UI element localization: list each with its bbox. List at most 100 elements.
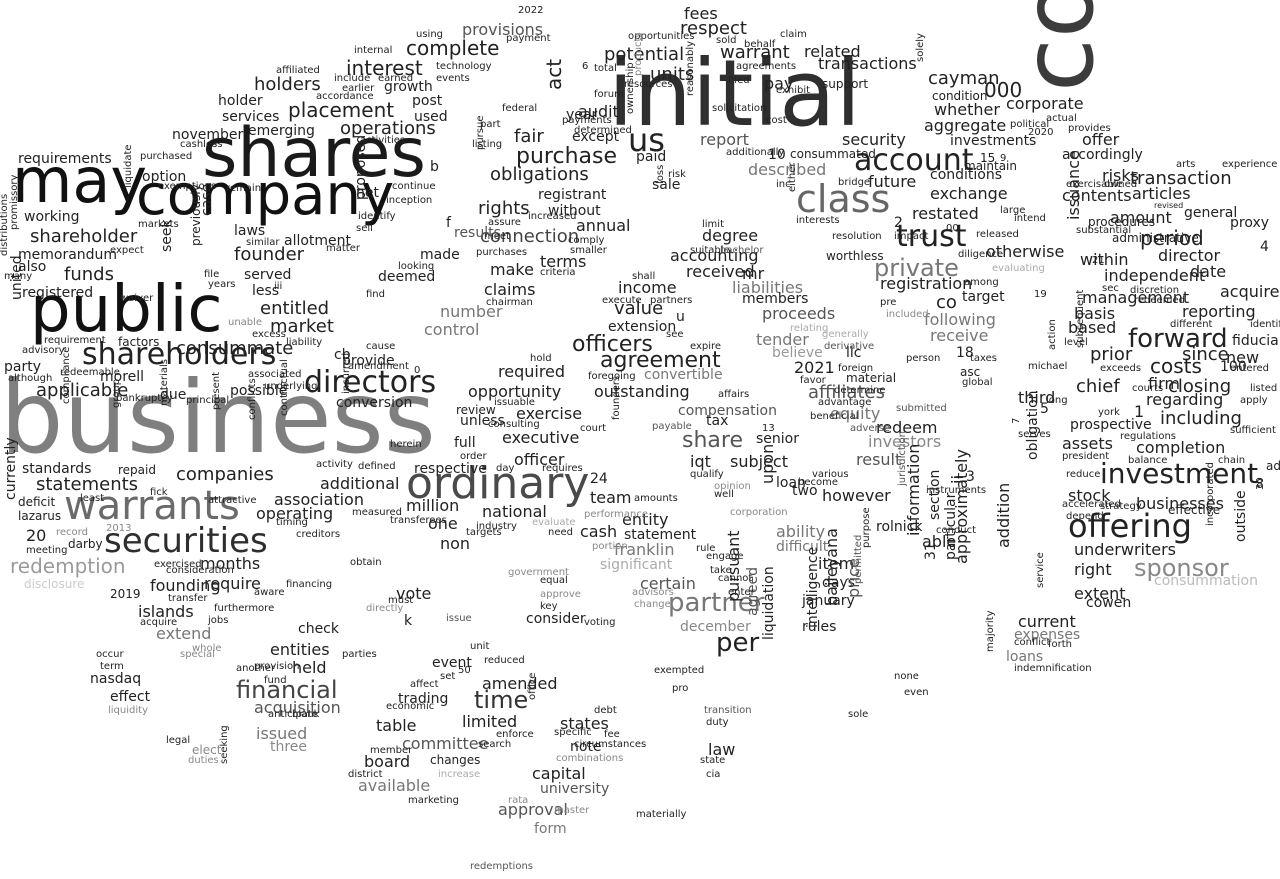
cloud-word: large bbox=[1000, 205, 1026, 216]
cloud-word: markets bbox=[138, 219, 179, 230]
cloud-word: respect bbox=[680, 18, 747, 39]
cloud-word: opinion bbox=[714, 481, 751, 492]
cloud-word: trust bbox=[896, 219, 967, 254]
cloud-word: government bbox=[508, 567, 569, 578]
cloud-word: redemption bbox=[10, 554, 126, 578]
cloud-word: entered bbox=[1230, 363, 1269, 374]
cloud-word: ability bbox=[776, 522, 826, 541]
cloud-word: fick bbox=[150, 487, 168, 498]
cloud-word: affiliated bbox=[276, 65, 320, 76]
cloud-word: sale bbox=[652, 177, 681, 193]
cloud-word: based bbox=[1068, 318, 1117, 337]
cloud-word: principal bbox=[186, 395, 230, 406]
cloud-word: increase bbox=[438, 769, 481, 780]
cloud-word: tender bbox=[756, 330, 809, 349]
cloud-word: senior bbox=[756, 431, 799, 447]
cloud-word: k bbox=[404, 613, 413, 629]
cloud-word: loan bbox=[776, 475, 806, 491]
cloud-word: evaluating bbox=[992, 263, 1045, 274]
cloud-word: held bbox=[292, 658, 327, 677]
cloud-word: closing bbox=[1168, 376, 1232, 397]
cloud-word: comply bbox=[568, 235, 605, 246]
cloud-word: corporate bbox=[1006, 94, 1084, 113]
cloud-word: claims bbox=[484, 280, 536, 299]
cloud-word: become bbox=[798, 477, 839, 488]
cloud-word: item bbox=[818, 554, 855, 573]
cloud-word: deficit bbox=[18, 495, 56, 509]
cloud-word: accelerated bbox=[1062, 499, 1121, 510]
cloud-word: acquired bbox=[1220, 282, 1280, 301]
cloud-word: advisors bbox=[632, 587, 674, 598]
cloud-word: looking bbox=[398, 261, 435, 272]
cloud-word: provides bbox=[1068, 123, 1111, 134]
cloud-word: costs bbox=[1150, 354, 1202, 378]
cloud-word: 7 bbox=[1011, 417, 1022, 424]
cloud-word: basis bbox=[1074, 304, 1116, 323]
cloud-word: liquidate bbox=[123, 144, 134, 188]
cloud-word: assets bbox=[1062, 434, 1113, 453]
cloud-word: since bbox=[1182, 344, 1229, 365]
cloud-word: morell bbox=[100, 369, 145, 385]
cloud-word: months bbox=[200, 554, 261, 573]
cloud-word: effective bbox=[1168, 503, 1221, 517]
cloud-word: emerging bbox=[248, 123, 315, 139]
cloud-word: exchange bbox=[930, 184, 1008, 203]
cloud-word: potential bbox=[604, 44, 685, 65]
cloud-word: bridge bbox=[838, 177, 871, 188]
cloud-word: foreign bbox=[838, 363, 874, 374]
cloud-word: consideration bbox=[166, 565, 234, 576]
cloud-word: obligations bbox=[490, 164, 589, 185]
cloud-word: administrative bbox=[1112, 231, 1199, 245]
cloud-word: conflict bbox=[1014, 637, 1051, 648]
cloud-word: event bbox=[432, 655, 472, 671]
cloud-word: risk bbox=[668, 169, 686, 180]
cloud-word: record bbox=[56, 527, 88, 538]
cloud-word: extension bbox=[608, 319, 677, 335]
cloud-word: unable bbox=[228, 317, 263, 328]
cloud-word: day bbox=[496, 463, 515, 474]
cloud-word: issued bbox=[256, 724, 308, 743]
cloud-word: exempted bbox=[654, 665, 705, 676]
cloud-word: long bbox=[1046, 395, 1068, 406]
cloud-word: risks bbox=[1102, 166, 1139, 185]
cloud-word: redemptions bbox=[470, 861, 533, 872]
cloud-word: entity bbox=[622, 510, 669, 529]
cloud-word: make bbox=[490, 260, 534, 279]
cloud-word: firm bbox=[1148, 374, 1180, 393]
cloud-word: due bbox=[160, 387, 187, 403]
cloud-word: target bbox=[962, 289, 1005, 305]
cloud-word: forth bbox=[1048, 639, 1073, 650]
cloud-word: required bbox=[498, 362, 566, 381]
cloud-word: bankruptcy bbox=[116, 393, 173, 404]
cloud-word: served bbox=[244, 267, 292, 283]
cloud-word: states bbox=[560, 714, 609, 733]
cloud-word: redeem bbox=[876, 418, 938, 437]
cloud-word: amounts bbox=[634, 493, 678, 504]
cloud-word: person bbox=[906, 353, 941, 364]
cloud-word: purpose bbox=[861, 507, 872, 548]
cloud-word: obligation bbox=[1025, 390, 1041, 460]
cloud-word: adversely bbox=[1266, 459, 1280, 473]
cloud-word: entitled bbox=[260, 298, 330, 319]
cloud-word: directly bbox=[366, 603, 404, 614]
cloud-word: value bbox=[614, 298, 664, 319]
cloud-word: described bbox=[748, 160, 827, 179]
cloud-word: fee bbox=[604, 729, 620, 740]
cloud-word: report bbox=[700, 130, 749, 149]
cloud-word: laws bbox=[234, 223, 266, 239]
cloud-word: table bbox=[376, 716, 417, 735]
cloud-word: condition bbox=[932, 89, 988, 103]
cloud-word: year bbox=[566, 107, 598, 123]
cloud-word: duty bbox=[706, 717, 729, 728]
cloud-word: enter bbox=[728, 587, 755, 598]
cloud-word: regulations bbox=[1120, 431, 1177, 442]
cloud-word: equal bbox=[540, 575, 568, 586]
cloud-word: expenses bbox=[1014, 627, 1081, 643]
cloud-word: legal bbox=[166, 735, 191, 746]
cloud-word: significant bbox=[600, 557, 673, 573]
cloud-word: right bbox=[1074, 560, 1112, 579]
cloud-word: liabilities bbox=[732, 278, 804, 297]
cloud-word: consulting bbox=[488, 419, 540, 430]
cloud-word: support bbox=[822, 77, 869, 91]
cloud-word: many bbox=[4, 271, 33, 282]
